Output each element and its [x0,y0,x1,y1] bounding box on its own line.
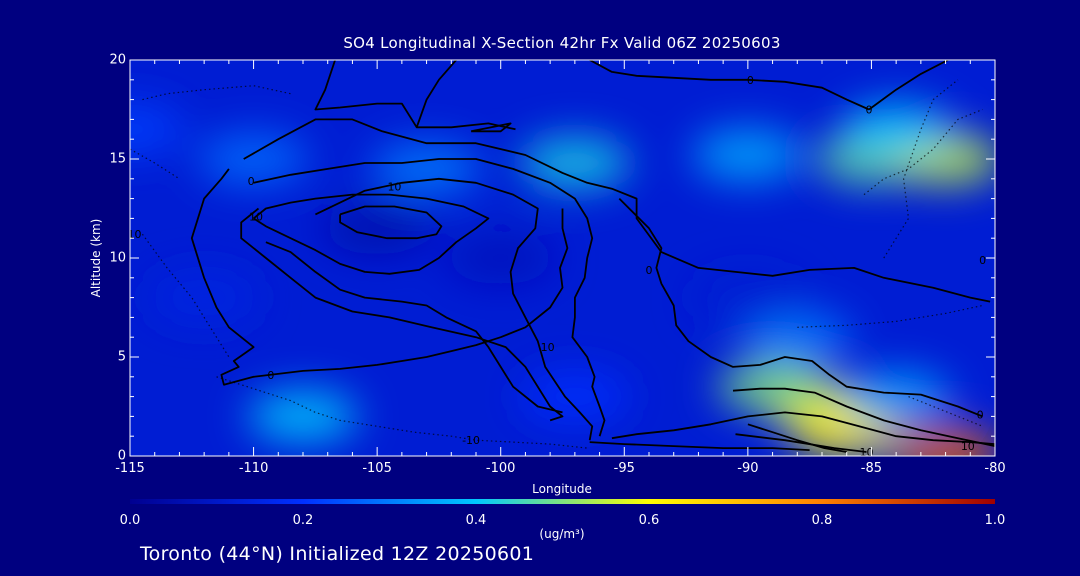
colorbar-tick-label: 1.0 [984,513,1006,528]
contour-label: 0 [267,369,274,382]
contour-solid [190,168,569,386]
contour-label: 10 [541,341,555,354]
colorbar-tick-label: 0.2 [292,513,314,528]
y-tick-label: 0 [117,448,126,464]
contour-label: 0 [646,264,653,277]
contour-solid [314,60,516,131]
field-blob [248,390,358,443]
contour-label: 10 [961,440,975,453]
field-blob [841,370,952,423]
contour-solid [618,197,983,418]
contour-solid [735,433,867,453]
contour-label: 0 [248,175,255,188]
contour-dotted [130,148,180,180]
contour-label: 0 [977,408,984,421]
field-blob [130,103,185,156]
y-tick-label: 10 [109,250,126,266]
concentration-field [130,103,995,456]
field-blob [519,370,630,423]
y-tick-label: 15 [109,151,126,167]
contour-label: 10 [249,210,263,223]
footer-caption: Toronto (44°N) Initialized 12Z 20250601 [140,543,535,565]
contour-label: 10 [859,446,873,459]
chart-title: SO4 Longitudinal X-Section 42hr Fx Valid… [343,34,781,52]
contour-dotted [797,304,983,328]
field-blob [149,271,260,324]
contour-solid [315,177,594,441]
field-blob [692,129,803,182]
y-tick-label: 20 [109,52,126,68]
x-tick-label: -85 [860,461,883,476]
colorbar-tick-label: 0.4 [465,513,487,528]
colorbar-tick-label: 0.6 [638,513,660,528]
field-blob [742,311,853,364]
field-blob [841,103,952,156]
contour-solid [470,122,512,133]
field-blob [445,232,556,284]
field-blob [717,360,828,413]
contour-solid [265,241,563,414]
field-blob [519,136,630,189]
x-tick-label: -115 [115,461,145,476]
contour-solid [611,411,995,445]
colorbar-tick-label: 0.8 [811,513,833,528]
contour-solid [339,205,443,240]
x-axis-label: Longitude [532,482,592,496]
contour-dotted [216,376,588,449]
contour-label: 0 [865,104,872,117]
contour-solid [868,60,949,111]
x-tick-label: -110 [238,461,269,476]
contour-label: 0 [979,254,986,267]
plot-area: 0 0 10 10 0 0 10 0 0 0 10 10 -10 -10 [123,60,995,459]
contour-lines: 0 0 10 10 0 0 10 0 0 0 10 10 -10 -10 [123,60,995,459]
contour-solid [589,441,810,451]
contour-solid [253,158,606,437]
contour-solid [589,60,870,111]
contour-dotted [883,79,959,259]
contour-solid [415,60,457,128]
field-blob [322,202,433,255]
contour-solid [243,118,991,303]
contour-solid [732,387,995,447]
x-tick-label: -80 [984,461,1006,476]
contour-solid [240,207,564,422]
contour-solid [747,423,847,453]
x-tick-label: -100 [485,461,516,476]
contour-label: 0 [747,74,754,87]
contour-dotted [141,233,230,358]
colorbar-unit-label: (ug/m³) [539,527,585,541]
field-blob [692,271,803,324]
y-tick-label: 5 [117,349,126,365]
contour-label: 10 [387,181,401,194]
colorbar-tick-label: 0.0 [119,513,141,528]
axis-ticks [129,59,996,457]
contour-solid [253,193,490,275]
x-tick-label: -95 [613,461,635,476]
colorbar [130,499,995,504]
x-tick-label: -105 [362,461,392,476]
x-tick-label: -90 [737,461,759,476]
contour-dotted [863,108,983,196]
contour-label: -10 [123,228,141,241]
field-blob [371,142,482,195]
contour-label: -10 [462,434,480,447]
